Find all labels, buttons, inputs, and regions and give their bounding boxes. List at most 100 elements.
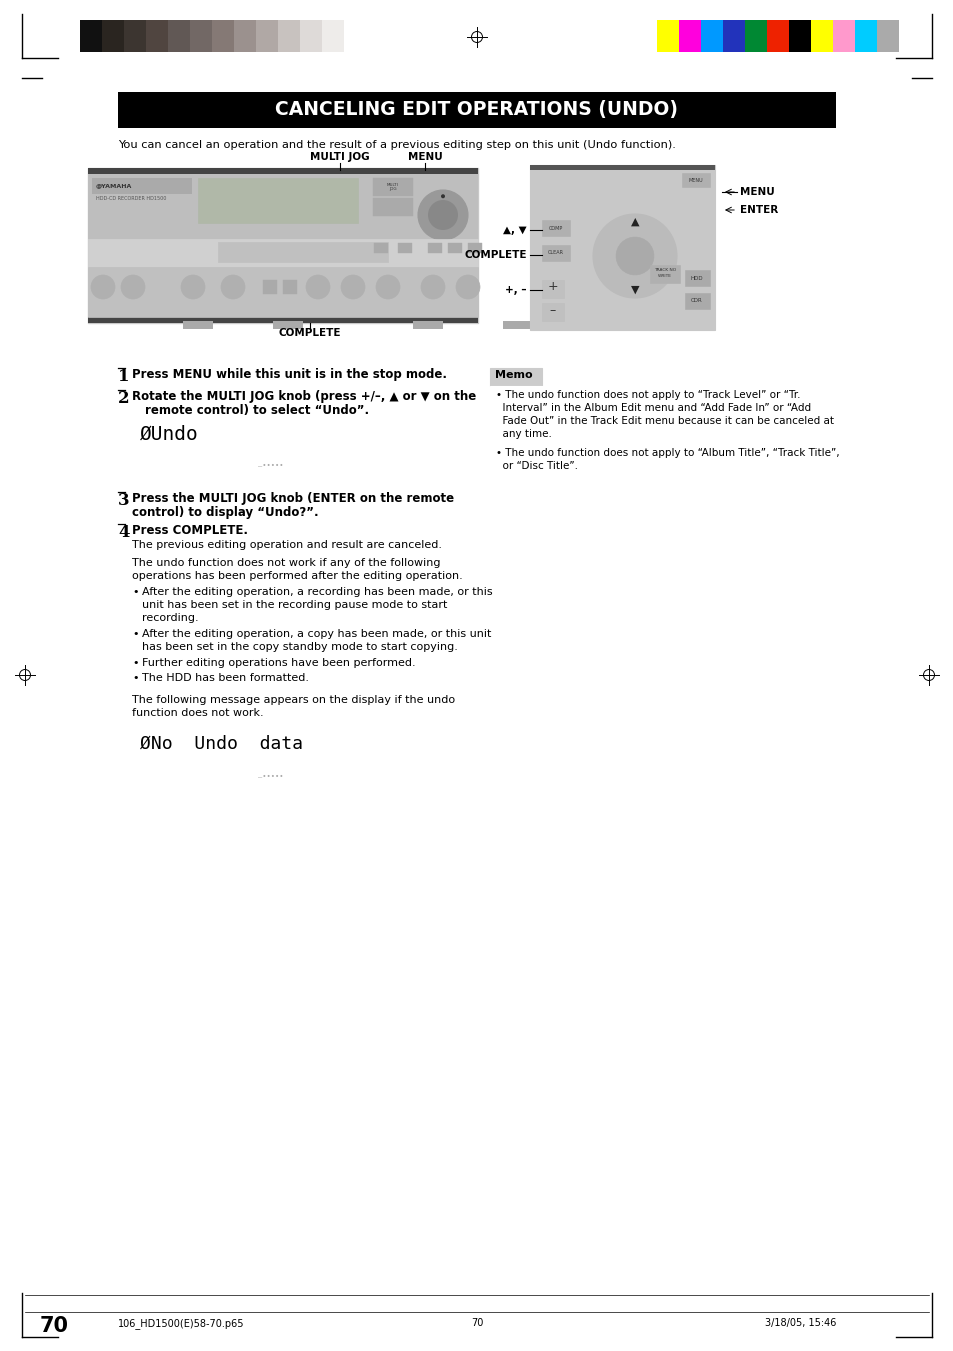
Bar — [91, 178, 192, 195]
Text: Press the MULTI JOG knob (ENTER on the remote: Press the MULTI JOG knob (ENTER on the r… — [132, 492, 454, 505]
Text: WRITE: WRITE — [658, 274, 671, 278]
Bar — [854, 20, 876, 51]
Text: ▲, ▼: ▲, ▼ — [503, 226, 526, 235]
Text: control) to display “Undo?”.: control) to display “Undo?”. — [132, 507, 318, 519]
Bar — [832, 20, 854, 51]
Text: •: • — [132, 586, 138, 597]
Text: 106_HD1500(E)58-70.p65: 106_HD1500(E)58-70.p65 — [118, 1319, 244, 1329]
Bar — [80, 20, 102, 51]
Text: 3: 3 — [118, 492, 130, 509]
Text: @YAMAHA: @YAMAHA — [96, 184, 132, 189]
Text: 2: 2 — [118, 390, 130, 407]
Bar — [530, 165, 714, 170]
Text: operations has been performed after the editing operation.: operations has been performed after the … — [132, 571, 462, 581]
Bar — [255, 20, 277, 51]
Text: TRACK NO: TRACK NO — [653, 267, 676, 272]
Text: has been set in the copy standby mode to start copying.: has been set in the copy standby mode to… — [142, 642, 457, 653]
Text: CANCELING EDIT OPERATIONS (UNDO): CANCELING EDIT OPERATIONS (UNDO) — [275, 100, 678, 119]
Text: ØNo  Undo  data: ØNo Undo data — [140, 735, 303, 753]
Bar — [722, 20, 744, 51]
Bar — [766, 20, 788, 51]
Circle shape — [221, 276, 245, 299]
Text: Press MENU while this unit is in the stop mode.: Press MENU while this unit is in the sto… — [132, 367, 447, 381]
Bar — [344, 20, 366, 51]
Circle shape — [91, 276, 115, 299]
Text: After the editing operation, a recording has been made, or this: After the editing operation, a recording… — [142, 586, 492, 597]
Text: COMP: COMP — [548, 226, 562, 231]
Bar — [448, 243, 461, 253]
Bar — [88, 317, 477, 323]
Bar — [684, 293, 709, 309]
Text: The previous editing operation and result are canceled.: The previous editing operation and resul… — [132, 540, 441, 550]
Circle shape — [181, 276, 205, 299]
Bar — [273, 322, 303, 330]
Bar — [130, 727, 359, 789]
Text: After the editing operation, a copy has been made, or this unit: After the editing operation, a copy has … — [142, 630, 491, 639]
Circle shape — [593, 213, 677, 299]
Bar — [322, 20, 344, 51]
Bar — [541, 303, 563, 322]
Bar — [88, 168, 477, 323]
Bar — [810, 20, 832, 51]
Text: • The undo function does not apply to “Track Level” or “Tr.: • The undo function does not apply to “T… — [496, 390, 800, 400]
Bar — [490, 386, 834, 534]
Bar — [788, 20, 810, 51]
Text: ▼: ▼ — [630, 285, 639, 295]
Bar — [102, 20, 124, 51]
Circle shape — [417, 190, 468, 240]
Text: MENU: MENU — [407, 153, 442, 162]
Bar — [88, 168, 477, 174]
Text: +, –: +, – — [505, 285, 526, 295]
Bar — [490, 367, 541, 386]
Bar — [541, 220, 569, 236]
Bar — [541, 280, 563, 299]
Bar — [168, 20, 190, 51]
Bar — [373, 199, 413, 216]
Circle shape — [420, 276, 444, 299]
Text: The following message appears on the display if the undo: The following message appears on the dis… — [132, 694, 455, 705]
Text: ▲: ▲ — [630, 218, 639, 227]
Bar — [679, 20, 700, 51]
Bar — [413, 322, 442, 330]
Text: Interval” in the Album Edit menu and “Add Fade In” or “Add: Interval” in the Album Edit menu and “Ad… — [496, 403, 810, 413]
Bar — [277, 20, 299, 51]
Circle shape — [440, 195, 444, 199]
Text: HDD: HDD — [690, 276, 702, 281]
Bar — [468, 243, 481, 253]
Bar — [397, 243, 412, 253]
Text: remote control) to select “Undo”.: remote control) to select “Undo”. — [145, 404, 369, 417]
Bar — [700, 20, 722, 51]
Bar — [198, 178, 357, 223]
Text: COMPLETE: COMPLETE — [464, 250, 526, 259]
Bar — [183, 322, 213, 330]
Circle shape — [340, 276, 365, 299]
Text: MENU: MENU — [688, 177, 702, 182]
Bar — [88, 174, 477, 239]
Bar — [649, 265, 679, 282]
Text: •: • — [132, 630, 138, 639]
Bar — [299, 20, 322, 51]
Bar — [681, 173, 709, 186]
Text: 70: 70 — [471, 1319, 482, 1328]
Circle shape — [121, 276, 145, 299]
Text: The undo function does not work if any of the following: The undo function does not work if any o… — [132, 558, 440, 567]
Text: Rotate the MULTI JOG knob (press +/–, ▲ or ▼ on the: Rotate the MULTI JOG knob (press +/–, ▲ … — [132, 390, 476, 403]
Text: or “Disc Title”.: or “Disc Title”. — [496, 461, 578, 471]
Bar — [502, 322, 533, 330]
Bar — [88, 239, 477, 267]
Text: 70: 70 — [40, 1316, 69, 1336]
Text: 3/18/05, 15:46: 3/18/05, 15:46 — [763, 1319, 835, 1328]
Text: • The undo function does not apply to “Album Title”, “Track Title”,: • The undo function does not apply to “A… — [496, 449, 839, 458]
Bar — [218, 242, 388, 262]
Bar — [124, 20, 146, 51]
Bar — [657, 20, 679, 51]
Text: –: – — [549, 304, 556, 317]
Text: unit has been set in the recording pause mode to start: unit has been set in the recording pause… — [142, 600, 447, 611]
Bar — [283, 280, 296, 295]
Bar — [684, 270, 709, 286]
Text: Further editing operations have been performed.: Further editing operations have been per… — [142, 658, 416, 667]
Bar — [428, 243, 441, 253]
Bar — [744, 20, 766, 51]
Bar — [373, 178, 413, 196]
Text: ―•••••: ―••••• — [257, 462, 283, 467]
